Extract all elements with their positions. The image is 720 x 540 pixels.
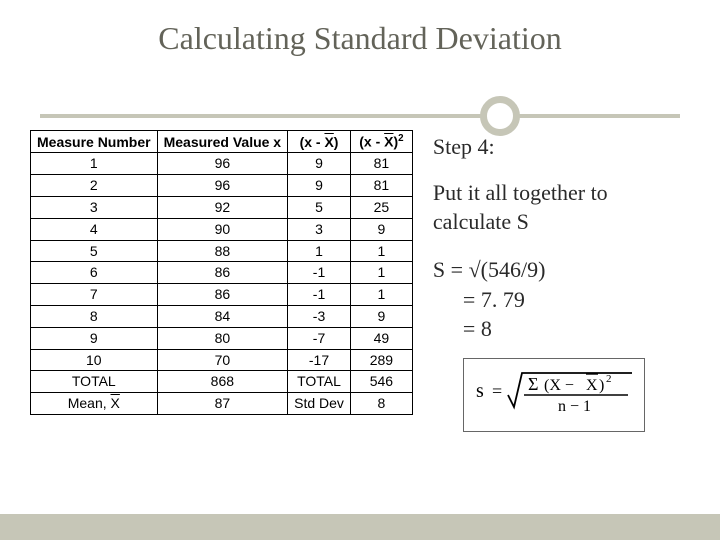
table-cell: 81 <box>350 175 412 197</box>
table-row: 786-11 <box>31 284 413 306</box>
table-cell: -3 <box>288 306 351 328</box>
table-row: 884-39 <box>31 306 413 328</box>
col-measure-number: Measure Number <box>31 131 158 153</box>
col4-exp: 2 <box>398 133 403 144</box>
table-row: 196981 <box>31 153 413 175</box>
table-cell: 90 <box>157 218 288 240</box>
calc-line-3: = 8 <box>433 314 690 344</box>
table-row: 58811 <box>31 240 413 262</box>
table-row: 980-749 <box>31 327 413 349</box>
col4-prefix: (x - <box>359 134 384 150</box>
table-cell: 2 <box>31 175 158 197</box>
table-cell: -7 <box>288 327 351 349</box>
table-cell: 8 <box>350 393 412 415</box>
table-cell: 1 <box>288 240 351 262</box>
formula-s: s <box>476 380 484 402</box>
footer-bar <box>0 514 720 540</box>
formula-sigma: Σ <box>528 374 538 394</box>
table-cell: 70 <box>157 349 288 371</box>
calc-line-1: S = √(546/9) <box>433 255 690 285</box>
content-area: Measure Number Measured Value x (x - X) … <box>30 130 690 432</box>
table-cell: 9 <box>288 153 351 175</box>
table-cell: 8 <box>31 306 158 328</box>
table-cell: 4 <box>31 218 158 240</box>
table-cell: 25 <box>350 197 412 219</box>
page-title: Calculating Standard Deviation <box>0 0 720 57</box>
col3-prefix: (x - <box>300 134 325 150</box>
table-cell: Std Dev <box>288 393 351 415</box>
table-cell: 96 <box>157 153 288 175</box>
data-table: Measure Number Measured Value x (x - X) … <box>30 130 413 415</box>
table-cell: 9 <box>288 175 351 197</box>
slide: Calculating Standard Deviation Measure N… <box>0 0 720 540</box>
table-cell: -17 <box>288 349 351 371</box>
table-row: 1070-17289 <box>31 349 413 371</box>
formula-svg: s = Σ (X − X ) 2 n − 1 <box>474 365 634 417</box>
col3-xbar: X <box>324 134 333 150</box>
table-cell: 81 <box>350 153 412 175</box>
formula-num-open: (X − <box>544 377 574 394</box>
formula-num-close: ) <box>599 377 604 394</box>
table-cell: 5 <box>31 240 158 262</box>
table-cell: 1 <box>350 284 412 306</box>
divider-line <box>40 114 680 118</box>
step-label: Step 4: <box>433 132 690 162</box>
table-cell: 9 <box>350 218 412 240</box>
table-cell: 9 <box>31 327 158 349</box>
formula-den: n − 1 <box>558 398 591 415</box>
col-deviation-sq: (x - X)2 <box>350 131 412 153</box>
table-cell: 868 <box>157 371 288 393</box>
col3-suffix: ) <box>334 134 339 150</box>
table-mean-row: Mean, X87Std Dev8 <box>31 393 413 415</box>
table-cell: 88 <box>157 240 288 262</box>
formula-box: s = Σ (X − X ) 2 n − 1 <box>463 358 645 432</box>
table-cell: 1 <box>350 240 412 262</box>
table-header-row: Measure Number Measured Value x (x - X) … <box>31 131 413 153</box>
table-cell: 289 <box>350 349 412 371</box>
col-measured-value: Measured Value x <box>157 131 288 153</box>
table-cell: 92 <box>157 197 288 219</box>
formula-num-xbar: X <box>586 377 598 394</box>
table-cell: 86 <box>157 284 288 306</box>
table-cell: 7 <box>31 284 158 306</box>
calc-lines: S = √(546/9) = 7. 79 = 8 <box>433 255 690 344</box>
calc-line-2: = 7. 79 <box>433 285 690 315</box>
table-cell: 5 <box>288 197 351 219</box>
table-cell: 80 <box>157 327 288 349</box>
table-row: 686-11 <box>31 262 413 284</box>
table-row: 296981 <box>31 175 413 197</box>
data-table-wrap: Measure Number Measured Value x (x - X) … <box>30 130 413 432</box>
table-cell: 86 <box>157 262 288 284</box>
table-cell: 6 <box>31 262 158 284</box>
table-cell: -1 <box>288 262 351 284</box>
table-cell: 9 <box>350 306 412 328</box>
table-cell: 546 <box>350 371 412 393</box>
table-cell: 96 <box>157 175 288 197</box>
col-deviation: (x - X) <box>288 131 351 153</box>
table-cell: 3 <box>31 197 158 219</box>
formula-eq: = <box>492 381 502 401</box>
table-body: 1969812969813925254903958811686-11786-11… <box>31 153 413 415</box>
table-cell: 1 <box>350 262 412 284</box>
table-cell: TOTAL <box>31 371 158 393</box>
table-cell: TOTAL <box>288 371 351 393</box>
table-cell: 1 <box>31 153 158 175</box>
table-cell: 87 <box>157 393 288 415</box>
table-total-row: TOTAL868TOTAL546 <box>31 371 413 393</box>
table-cell: 84 <box>157 306 288 328</box>
table-cell: -1 <box>288 284 351 306</box>
instruction-text: Put it all together to calculate S <box>433 178 690 237</box>
table-row: 49039 <box>31 218 413 240</box>
table-cell: 49 <box>350 327 412 349</box>
table-cell: Mean, X <box>31 393 158 415</box>
table-row: 392525 <box>31 197 413 219</box>
formula-exp: 2 <box>606 373 612 385</box>
table-cell: 3 <box>288 218 351 240</box>
explanation: Step 4: Put it all together to calculate… <box>433 130 690 432</box>
table-cell: 10 <box>31 349 158 371</box>
